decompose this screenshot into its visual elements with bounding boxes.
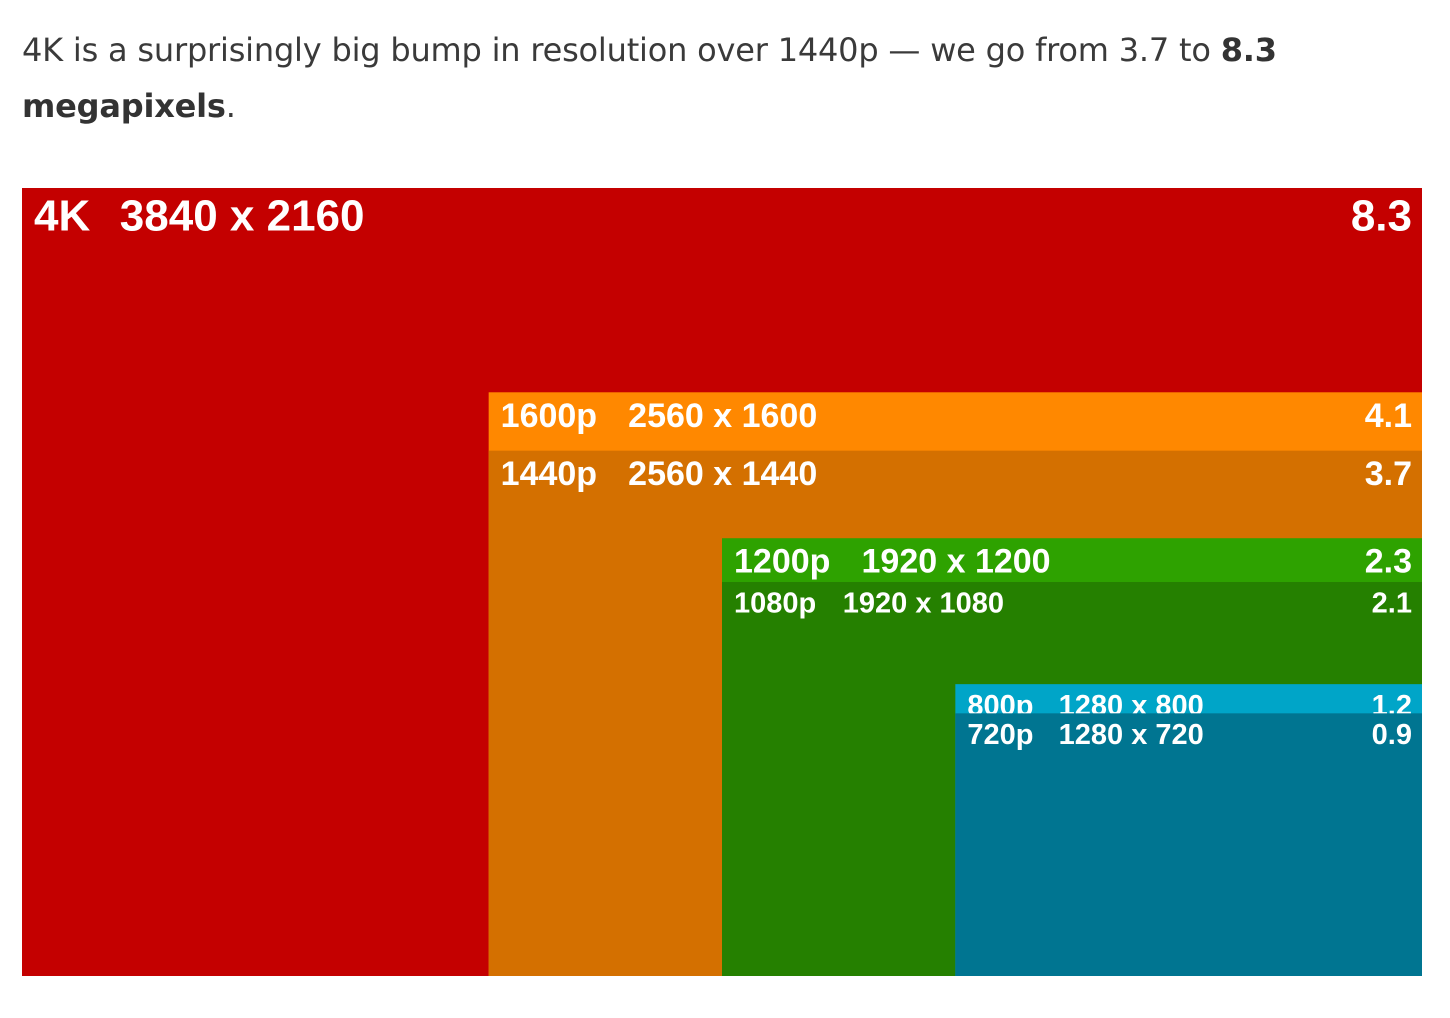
label-name-1080p: 1080p bbox=[734, 588, 816, 620]
resolution-comparison-chart: 4K 3840 x 2160 8.3 1600p 2560 x 1600 4.1 1440p… bbox=[22, 188, 1422, 976]
label-name-1440p: 1440p bbox=[501, 455, 597, 493]
label-name-1200p: 1200p bbox=[734, 543, 830, 581]
label-resolution-720p: 1280 x 720 bbox=[1059, 719, 1204, 751]
intro-emphasis: 8.3 megapixels bbox=[22, 31, 1277, 125]
label-resolution-4k: 3840 x 2160 bbox=[120, 191, 365, 240]
intro-end: . bbox=[225, 87, 236, 125]
label-name-4k: 4K bbox=[34, 191, 90, 240]
label-value-4k: 8.3 bbox=[1351, 191, 1412, 240]
label-value-1080p: 2.1 bbox=[1372, 588, 1412, 620]
label-value-1440p: 3.7 bbox=[1365, 455, 1412, 493]
label-resolution-1200p: 1920 x 1200 bbox=[862, 543, 1051, 581]
intro-text: 4K is a surprisingly big bump in resolut… bbox=[22, 31, 1221, 69]
label-value-1600p: 4.1 bbox=[1365, 397, 1412, 435]
label-name-720p: 720p bbox=[967, 719, 1033, 751]
label-resolution-1080p: 1920 x 1080 bbox=[843, 588, 1004, 620]
label-resolution-1440p: 2560 x 1440 bbox=[628, 455, 817, 493]
label-value-720p: 0.9 bbox=[1372, 719, 1412, 751]
area-720p bbox=[955, 713, 1422, 976]
label-value-1200p: 2.3 bbox=[1365, 543, 1412, 581]
intro-paragraph: 4K is a surprisingly big bump in resolut… bbox=[22, 22, 1422, 134]
resolution-chart-svg: 4K 3840 x 2160 8.3 1600p 2560 x 1600 4.1 1440p… bbox=[22, 188, 1422, 976]
label-resolution-1600p: 2560 x 1600 bbox=[628, 397, 817, 435]
label-name-1600p: 1600p bbox=[501, 397, 597, 435]
